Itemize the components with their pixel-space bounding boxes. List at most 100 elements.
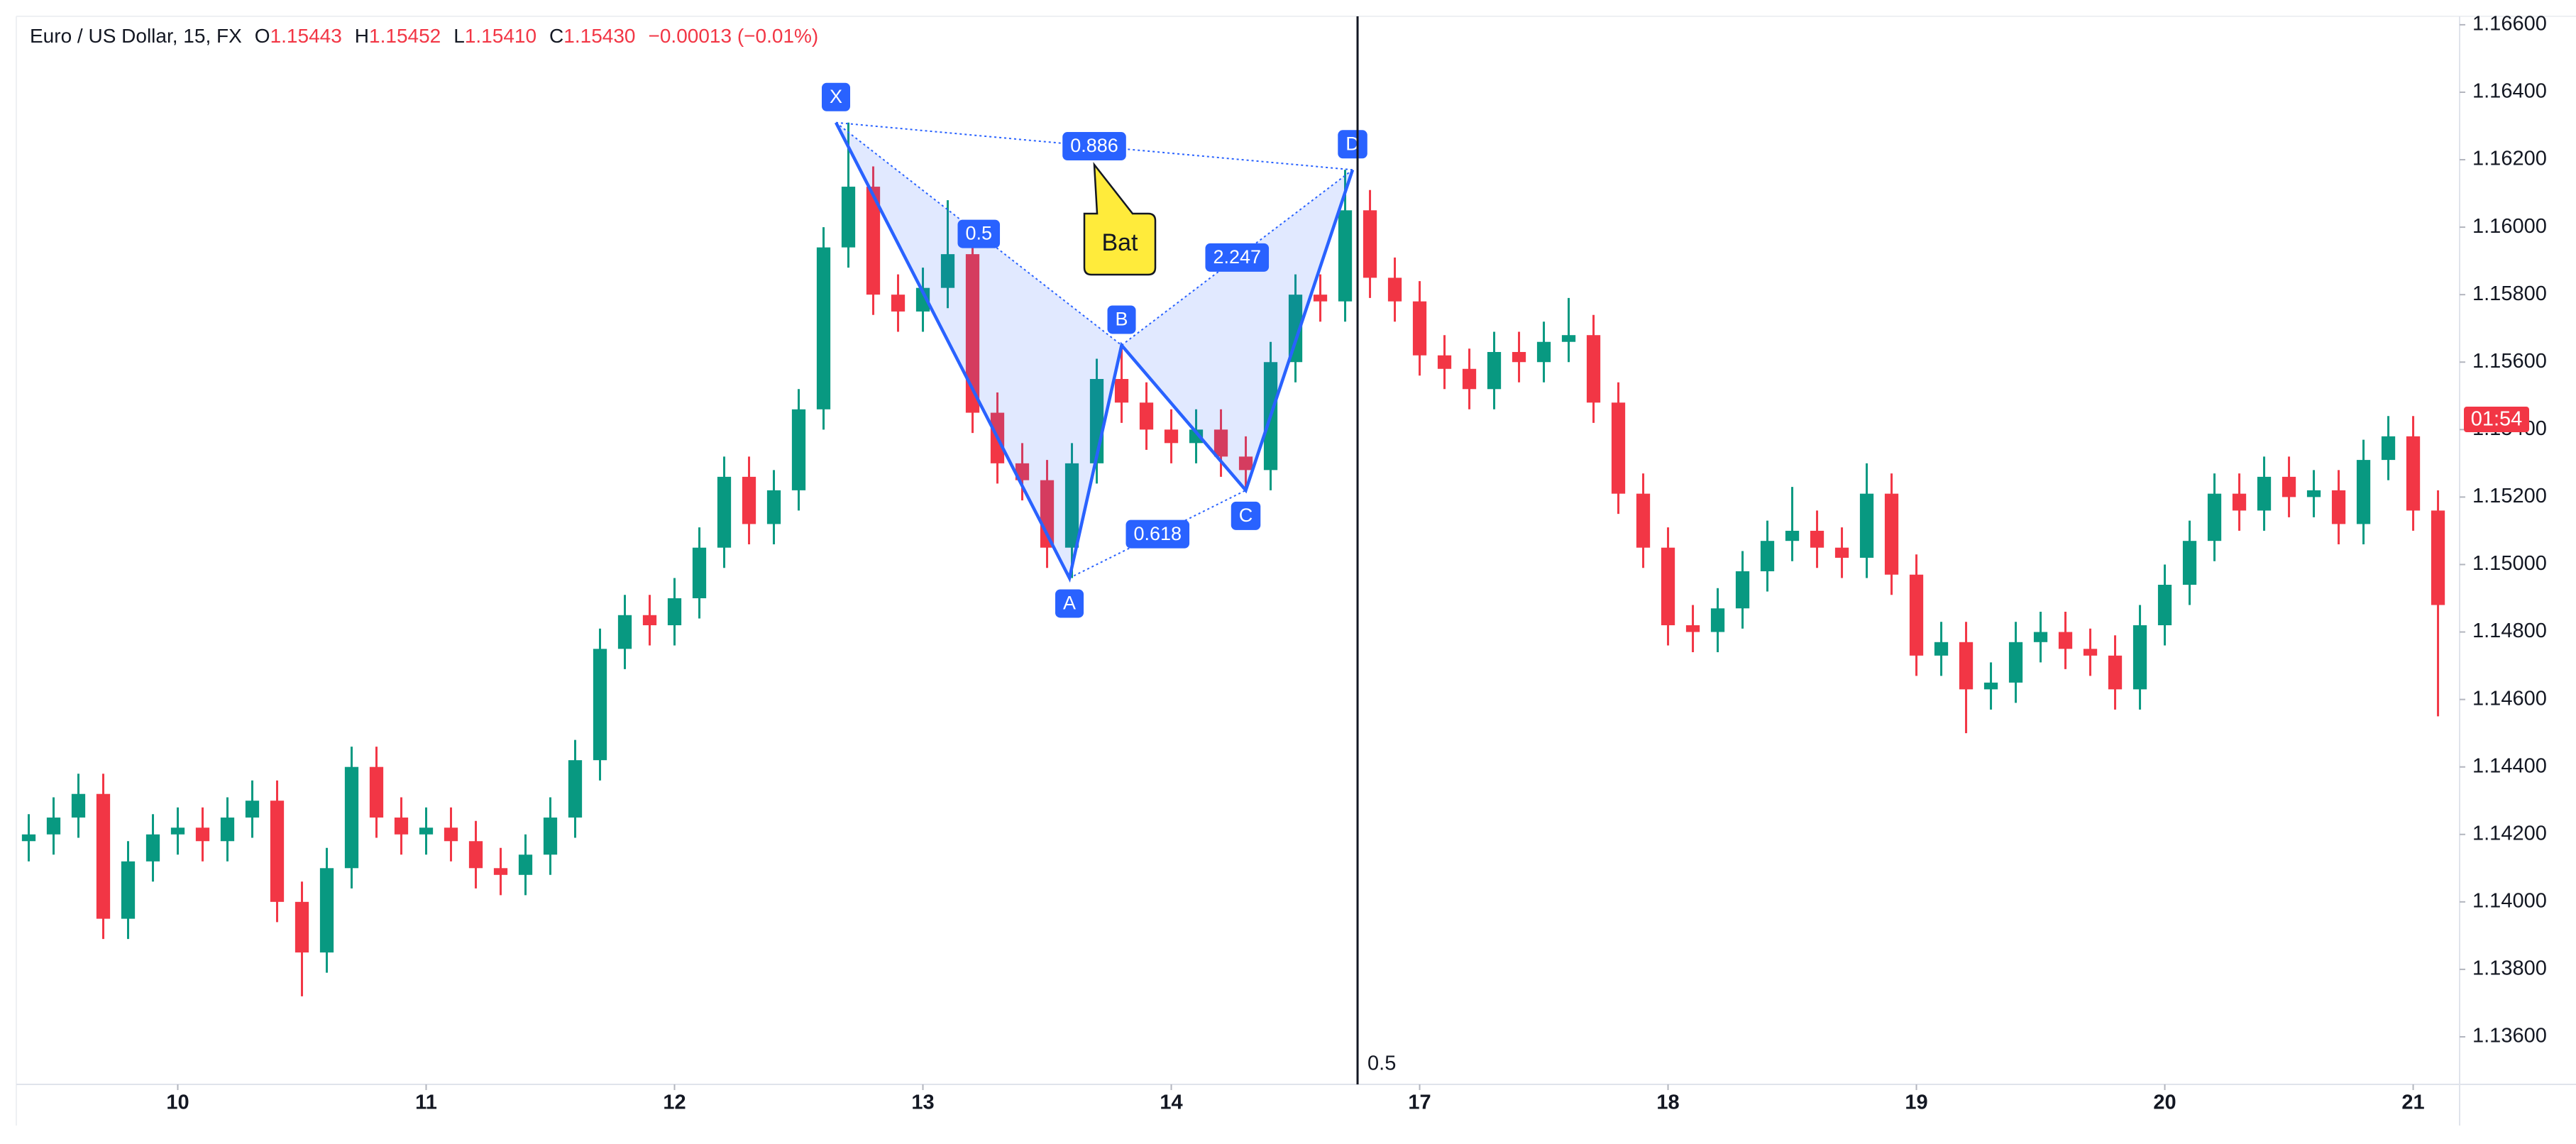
candle-body (195, 827, 210, 842)
candle-body (1487, 351, 1502, 390)
candle-body (1213, 429, 1228, 457)
candle-body (1661, 547, 1675, 626)
candle-body (1313, 295, 1328, 302)
candle-body (742, 476, 756, 524)
pattern-fill (1121, 170, 1353, 490)
pattern-point-label: X (830, 86, 842, 107)
candle-body (965, 254, 980, 413)
x-tick-label: 19 (1905, 1091, 1927, 1114)
candle-body (1338, 210, 1353, 302)
h-value: 1.15452 (369, 25, 441, 47)
change: −0.00013 (−0.01%) (649, 25, 819, 47)
candle-body (1437, 355, 1452, 369)
candle-body (2431, 510, 2445, 605)
candle-body (1884, 493, 1899, 575)
candle-body (1636, 493, 1651, 548)
candle-body (2083, 649, 2098, 656)
candle-body (220, 817, 235, 842)
candle-body (1909, 574, 1924, 656)
pattern-layer: X A B C D 0.5 0.886 2.247 0.618 (822, 82, 1367, 618)
pattern-callout: Bat (1083, 162, 1157, 276)
pattern-point-label-box (1055, 589, 1084, 618)
pattern-ratio-label: 2.247 (1213, 246, 1261, 268)
pattern-point-label-box (1231, 501, 1261, 530)
candle-body (121, 861, 136, 919)
candle-body (766, 490, 781, 524)
candle-body (1710, 608, 1725, 632)
vertical-line-label: 0.5 (1367, 1052, 1396, 1075)
y-tick-label: 1.15800 (2472, 282, 2547, 305)
candle-body (841, 187, 856, 248)
candle-body (319, 868, 334, 953)
price-tag (2464, 407, 2529, 433)
symbol: Euro / US Dollar, 15, FX (30, 25, 242, 47)
candle-body (1611, 402, 1626, 494)
candle-body (2108, 655, 2123, 690)
candle-body (915, 287, 930, 312)
y-tick-label: 1.16000 (2472, 215, 2547, 238)
candle-body (1586, 335, 1601, 403)
candle-body (369, 766, 384, 818)
candle-body (270, 801, 285, 902)
candle-body (2157, 584, 2172, 626)
candle-body (717, 476, 732, 548)
candle-body (394, 817, 409, 835)
candle-body (295, 901, 309, 953)
candle-body (2182, 541, 2197, 585)
candle-body (1238, 456, 1253, 471)
pattern-ratio-label: 0.618 (1133, 523, 1182, 544)
candle-body (1512, 351, 1526, 363)
candle-body (2033, 632, 2048, 642)
candle-body (96, 793, 111, 919)
candle-body (419, 827, 434, 835)
candle-body (2207, 493, 2222, 541)
y-tick-label: 1.16400 (2472, 80, 2547, 103)
x-tick-label: 20 (2153, 1091, 2176, 1114)
candle-body (518, 854, 533, 875)
candle-body (2232, 493, 2247, 511)
candle-body (617, 615, 632, 649)
candle-body (2058, 632, 2073, 649)
candle-body (667, 598, 682, 626)
candle-body (71, 793, 86, 818)
y-tick-label: 1.14200 (2472, 822, 2547, 845)
candle-body (1189, 429, 1204, 444)
candle-body (866, 187, 881, 295)
pattern-ratio-label-box (1125, 519, 1190, 549)
pattern-legs (835, 121, 1355, 583)
y-tick-label: 1.15000 (2472, 552, 2547, 575)
candle-body (1412, 301, 1427, 356)
candle-body (1288, 295, 1303, 363)
y-tick-label: 1.14000 (2472, 889, 2547, 912)
candle-body (1164, 429, 1179, 444)
candle-body (1760, 541, 1775, 571)
candle-body (1983, 682, 1998, 690)
candle-body (568, 760, 583, 818)
callout-box (1083, 162, 1157, 276)
candle-body (468, 841, 483, 869)
pattern-ratio-label-box (957, 219, 1001, 248)
candle-body (145, 834, 160, 862)
candle-body (1561, 335, 1576, 342)
x-tick-label: 13 (911, 1091, 934, 1114)
o-value: 1.15443 (270, 25, 342, 47)
l-label: L (453, 25, 465, 47)
candle-body (1462, 368, 1477, 390)
candle-body (543, 817, 558, 855)
candle-body (2381, 436, 2396, 461)
candle-body (1735, 571, 1750, 609)
candle-body (1387, 277, 1402, 302)
candle-body (344, 766, 359, 869)
pattern-point-label: C (1239, 505, 1253, 526)
candle-body (791, 409, 806, 490)
y-tick-label: 1.14600 (2472, 687, 2547, 710)
legend-header: Euro / US Dollar, 15, FX O1.15443 H1.15452… (30, 25, 818, 47)
pattern-ratio-label: 0.5 (965, 223, 992, 244)
x-tick-label: 12 (663, 1091, 686, 1114)
candle-body (46, 817, 61, 835)
candle-body (2257, 476, 2272, 511)
candle-body (1859, 493, 1874, 558)
candle-body (2132, 625, 2147, 690)
x-tick-label: 17 (1408, 1091, 1431, 1114)
